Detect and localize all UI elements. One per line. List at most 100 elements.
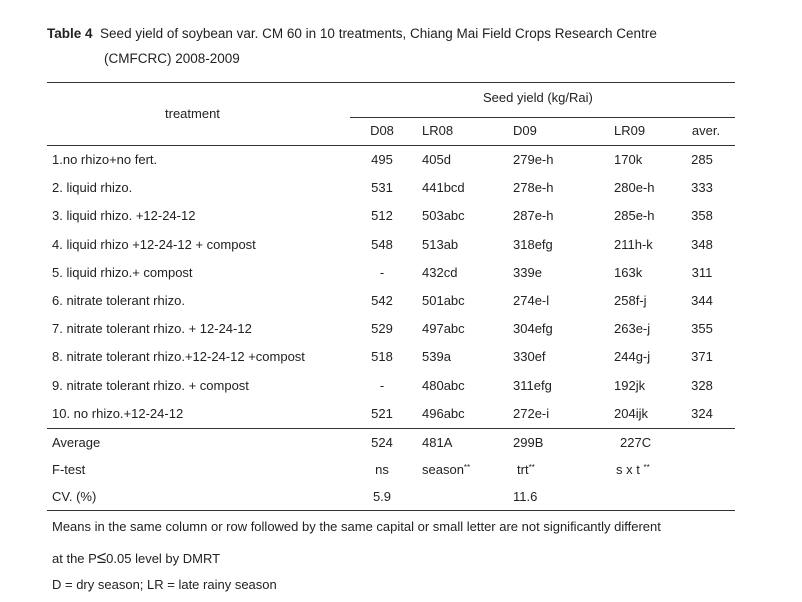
table-row: 5. liquid rhizo.+ compost - 432cd 339e 163k 3…: [0, 265, 802, 283]
cell-treatment: 6. nitrate tolerant rhizo.: [52, 293, 185, 308]
cell-aver: 355: [691, 321, 713, 337]
cell-lr08: 513ab: [422, 236, 459, 252]
table-label: Table 4: [47, 26, 93, 41]
cell-d09: 311efg: [513, 377, 552, 393]
cell-d09: 304efg: [513, 321, 553, 337]
note-significance: Means in the same column or row followed…: [52, 519, 661, 534]
cell-aver: 344: [691, 293, 713, 308]
top-rule: [47, 82, 735, 83]
average-lr09: 227C: [620, 435, 652, 450]
cv-d08: 5.9: [372, 489, 392, 504]
ftest-lr09: s x t **: [616, 462, 650, 477]
ftest-row: F-test ns season** trt** s x t **: [0, 462, 802, 480]
cell-lr08: 480abc: [422, 377, 465, 393]
ftest-label: F-test: [52, 462, 86, 477]
group-rule: [350, 117, 735, 118]
note-dmrt-post: 0.05 level by DMRT: [106, 551, 221, 566]
cell-d09: 279e-h: [513, 152, 554, 167]
cell-d08: 495: [371, 152, 393, 167]
cell-lr08: 501abc: [422, 293, 465, 308]
table-caption: Seed yield of soybean var. CM 60 in 10 t…: [100, 26, 657, 41]
cell-lr09: 280e-h: [614, 180, 655, 196]
table-row: 10. no rhizo.+12-24-12 521 496abc 272e-i 204…: [0, 406, 802, 424]
sig-mark: **: [463, 463, 471, 472]
cell-aver: 311: [691, 264, 713, 280]
table-row: 6. nitrate tolerant rhizo. 542 501abc 274e-…: [0, 293, 802, 311]
cell-treatment: 7. nitrate tolerant rhizo. + 12-24-12: [52, 321, 252, 337]
cell-lr09: 170k: [614, 152, 643, 167]
cell-treatment: 2. liquid rhizo.: [52, 180, 133, 196]
col-d08: D08: [370, 123, 394, 138]
ftest-sxt: s x t: [616, 462, 640, 477]
cell-d08: 518: [371, 349, 393, 365]
cell-d09: 318efg: [513, 236, 553, 252]
cell-lr08: 497abc: [422, 321, 465, 337]
cell-d08: 531: [371, 180, 393, 196]
cell-aver: 324: [691, 405, 713, 421]
cell-aver: 371: [691, 349, 713, 365]
table-row: 9. nitrate tolerant rhizo. + compost - 480…: [0, 378, 802, 396]
cell-lr09: 163k: [614, 264, 643, 280]
ftest-lr08: season**: [422, 462, 470, 477]
cell-lr08: 539a: [422, 349, 451, 365]
cell-treatment: 3. liquid rhizo. +12-24-12: [52, 208, 196, 224]
cell-d09: 274e-l: [513, 293, 550, 308]
cell-lr09: 211h-k: [614, 236, 653, 252]
cv-label: CV. (%): [52, 489, 97, 504]
col-aver: aver.: [691, 123, 721, 138]
cell-lr09: 244g-j: [614, 349, 651, 365]
average-d08: 524: [371, 435, 393, 450]
cell-d09: 272e-i: [513, 405, 550, 421]
ftest-trt: trt: [517, 462, 529, 477]
cell-d08: 512: [371, 208, 393, 224]
ftest-d08: ns: [375, 462, 389, 477]
cell-treatment: 1.no rhizo+no fert.: [52, 152, 158, 167]
table-caption-line1: Table 4 Seed yield of soybean var. CM 60…: [47, 21, 657, 46]
ftest-d09: trt**: [517, 462, 535, 477]
table-row: 3. liquid rhizo. +12-24-12 512 503abc 287e-…: [0, 208, 802, 226]
cell-lr08: 432cd: [422, 264, 458, 280]
table-row: 1.no rhizo+no fert. 495 405d 279e-h 170k 285: [0, 152, 802, 170]
ftest-season: season: [422, 462, 464, 477]
header-rule: [47, 145, 735, 146]
cell-treatment: 9. nitrate tolerant rhizo. + compost: [52, 377, 249, 393]
table-row: 2. liquid rhizo. 531 441bcd 278e-h 280e-h 333: [0, 180, 802, 198]
cell-d08: 521: [371, 405, 393, 421]
cell-d08: -: [379, 264, 385, 280]
cell-aver: 348: [691, 236, 713, 252]
cell-d08: 548: [371, 236, 393, 252]
average-label: Average: [52, 435, 101, 450]
cell-d09: 330ef: [513, 349, 546, 365]
cell-d09: 278e-h: [513, 180, 554, 196]
cell-aver: 333: [691, 180, 713, 196]
average-lr08: 481A: [422, 435, 453, 450]
cell-treatment: 8. nitrate tolerant rhizo.+12-24-12 +com…: [52, 349, 305, 365]
body-rule: [47, 428, 735, 429]
cell-lr09: 192jk: [614, 377, 646, 393]
cell-d08: -: [379, 377, 385, 393]
table-row: 7. nitrate tolerant rhizo. + 12-24-12 529…: [0, 321, 802, 339]
table-row: 8. nitrate tolerant rhizo.+12-24-12 +com…: [0, 349, 802, 367]
average-d09: 299B: [513, 435, 544, 450]
cell-lr08: 441bcd: [422, 180, 465, 196]
cv-row: CV. (%) 5.9 11.6: [0, 489, 802, 507]
cell-aver: 328: [691, 377, 713, 393]
cell-d08: 529: [371, 321, 393, 337]
header-treatment: treatment: [165, 106, 220, 121]
cell-lr09: 263e-j: [614, 321, 651, 337]
cell-treatment: 10. no rhizo.+12-24-12: [52, 405, 184, 421]
col-lr09: LR09: [614, 123, 646, 138]
cell-aver: 358: [691, 208, 713, 224]
cv-d09: 11.6: [513, 489, 538, 504]
table-row: 4. liquid rhizo +12-24-12 + compost 548 51…: [0, 237, 802, 255]
cell-d09: 339e: [513, 264, 542, 280]
col-d09: D09: [513, 123, 537, 138]
cell-lr09: 204ijk: [614, 405, 648, 421]
cell-treatment: 4. liquid rhizo +12-24-12 + compost: [52, 236, 256, 252]
cell-treatment: 5. liquid rhizo.+ compost: [52, 264, 193, 280]
cell-aver: 285: [691, 152, 713, 167]
cell-lr08: 496abc: [422, 405, 465, 421]
table-caption-line2: (CMFCRC) 2008-2009: [104, 51, 240, 66]
cell-lr09: 285e-h: [614, 208, 655, 224]
